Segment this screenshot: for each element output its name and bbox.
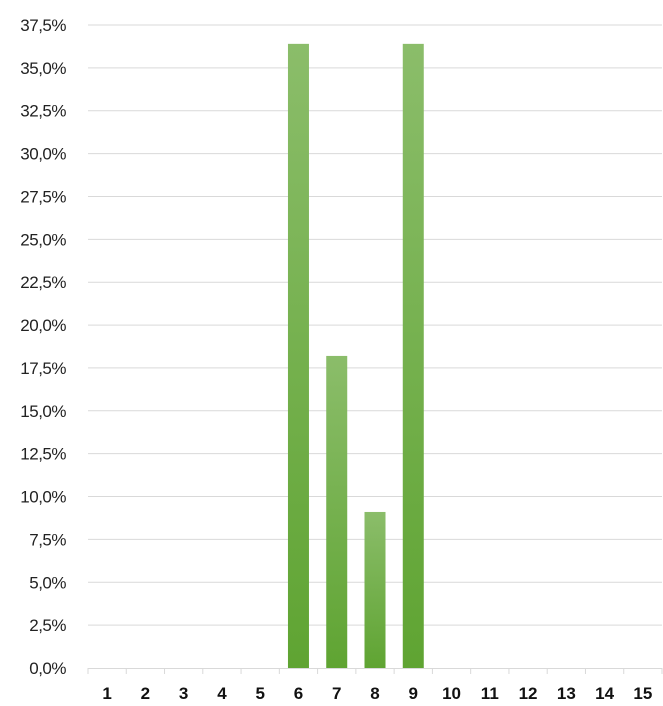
- x-tick-label: 10: [442, 684, 461, 703]
- y-tick-label: 27,5%: [20, 187, 66, 206]
- bars: [287, 43, 424, 669]
- grid-lines: [88, 24, 662, 626]
- x-axis: [87, 668, 663, 674]
- bar-6: [287, 43, 309, 669]
- y-tick-label: 37,5%: [20, 16, 66, 35]
- x-tick-label: 2: [141, 684, 150, 703]
- y-tick-label: 10,0%: [20, 488, 66, 507]
- x-tick-label: 13: [557, 684, 576, 703]
- x-axis-ticks: 1 2 3 4 5 6 7 8 9 10 11 12 13 14 15: [102, 684, 652, 703]
- y-axis-ticks: 0,0% 2,5% 5,0% 7,5% 10,0% 12,5% 15,0% 17,5% 20,0…: [20, 16, 67, 678]
- y-tick-label: 17,5%: [20, 359, 66, 378]
- bar-7: [326, 355, 348, 668]
- x-tick-label: 6: [294, 684, 303, 703]
- x-tick-label: 9: [409, 684, 418, 703]
- x-tick-label: 3: [179, 684, 188, 703]
- y-tick-label: 5,0%: [29, 573, 66, 592]
- y-tick-label: 30,0%: [20, 145, 66, 164]
- x-tick-label: 1: [102, 684, 111, 703]
- x-tick-label: 15: [633, 684, 652, 703]
- y-tick-label: 25,0%: [20, 230, 66, 249]
- y-tick-label: 35,0%: [20, 59, 66, 78]
- y-tick-label: 32,5%: [20, 102, 66, 121]
- y-tick-label: 0,0%: [29, 659, 66, 678]
- x-tick-label: 8: [370, 684, 379, 703]
- y-tick-label: 15,0%: [20, 402, 66, 421]
- y-tick-label: 2,5%: [29, 616, 66, 635]
- y-tick-label: 20,0%: [20, 316, 66, 335]
- x-tick-label: 7: [332, 684, 341, 703]
- bar-9: [402, 43, 424, 669]
- bar-8: [364, 511, 386, 668]
- x-tick-label: 14: [595, 684, 614, 703]
- x-tick-label: 5: [255, 684, 264, 703]
- y-tick-label: 22,5%: [20, 273, 66, 292]
- x-tick-label: 11: [481, 684, 499, 703]
- y-tick-label: 7,5%: [29, 530, 66, 549]
- y-tick-label: 12,5%: [20, 445, 66, 464]
- x-tick-label: 12: [519, 684, 538, 703]
- x-tick-label: 4: [217, 684, 227, 703]
